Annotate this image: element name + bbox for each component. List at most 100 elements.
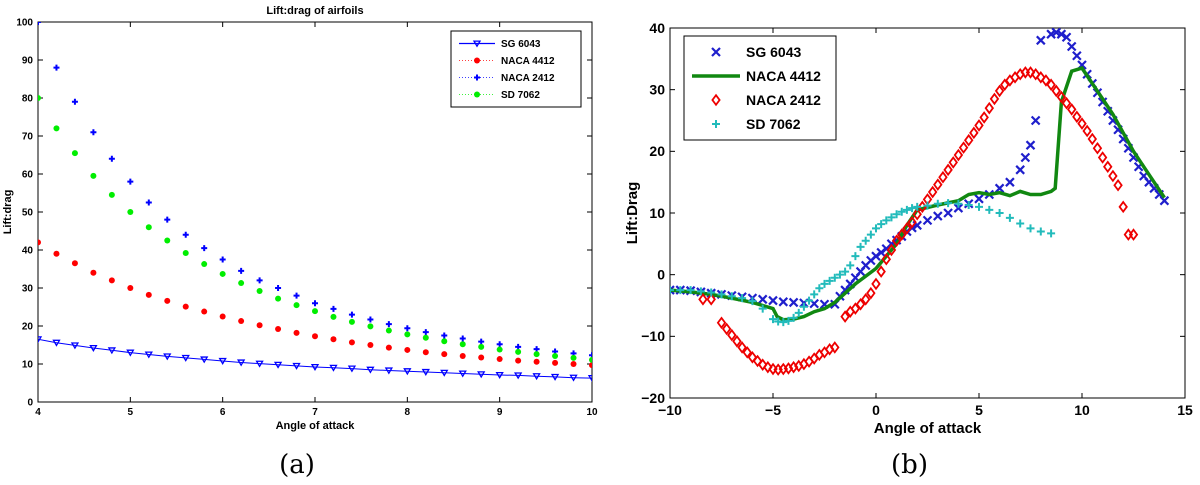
x-tick-label: 10 bbox=[1074, 402, 1090, 418]
series-naca-2412-point bbox=[881, 252, 892, 266]
series-naca-2412-point bbox=[275, 285, 282, 291]
series-sd-7062-point bbox=[815, 284, 824, 293]
series-naca-2412-point bbox=[742, 346, 752, 359]
series-naca-2412 bbox=[698, 66, 1139, 376]
series-sd-7062-point bbox=[748, 297, 757, 306]
series-sd-7062-point bbox=[533, 351, 540, 358]
series-naca-2412-point bbox=[938, 170, 948, 184]
x-tick-label: 15 bbox=[1177, 402, 1193, 418]
series-naca-2412-point bbox=[979, 111, 989, 124]
series-sd-7062-point bbox=[71, 150, 78, 157]
series-naca-2412-point bbox=[1087, 132, 1098, 146]
series-sd-7062-point bbox=[686, 286, 695, 295]
series-naca-2412-point bbox=[732, 334, 742, 348]
series-naca-2412-point bbox=[459, 335, 466, 342]
series-naca-2412-point bbox=[716, 316, 727, 330]
series-sd-7062-point bbox=[1036, 227, 1045, 236]
series-sd-7062-point bbox=[164, 237, 171, 244]
series-naca-2412-point bbox=[422, 329, 429, 336]
series-sd-7062-point bbox=[789, 313, 798, 322]
y-tick-label: 20 bbox=[649, 143, 665, 159]
legend: SG 6043 NACA 4412 NACA 2412 SD 7062 bbox=[683, 35, 837, 141]
series-sg-6043-point bbox=[1036, 35, 1046, 46]
series-naca-2412-point bbox=[855, 297, 866, 311]
series-naca-4412-point bbox=[441, 351, 448, 358]
series-naca-2412-point bbox=[963, 133, 974, 147]
legend-item-sd-7062-label: SD 7062 bbox=[501, 90, 540, 101]
series-sd-7062-point bbox=[975, 202, 983, 211]
series-sg-6043-point bbox=[384, 367, 394, 375]
series-sd-7062-point bbox=[90, 172, 97, 179]
series-sg-6043-point bbox=[1015, 165, 1025, 175]
series-sd-7062-point bbox=[459, 341, 466, 348]
legend-item-naca-2412-label: NACA 2412 bbox=[501, 73, 555, 84]
series-sd-7062-point bbox=[1047, 229, 1056, 238]
series-naca-4412-point bbox=[385, 344, 392, 351]
x-axis-label: Angle of attack bbox=[874, 420, 982, 437]
series-sd-7062-point bbox=[145, 224, 152, 231]
series-sd-7062-point bbox=[367, 323, 374, 330]
series-naca-2412-point bbox=[1103, 160, 1113, 174]
series-sg-6043-point bbox=[366, 366, 375, 374]
series-naca-4412-point bbox=[312, 333, 318, 340]
series-sd-7062-point bbox=[330, 313, 337, 320]
x-tick-label: 4 bbox=[35, 407, 41, 418]
x-tick-label: 9 bbox=[497, 407, 503, 418]
legend-item-naca-2412-marker bbox=[711, 93, 721, 107]
legend-item-sg-6043-label: SG 6043 bbox=[746, 44, 801, 60]
series-naca-2412-point bbox=[1030, 67, 1041, 81]
series-naca-2412-point bbox=[927, 185, 938, 199]
series-sg-6043 bbox=[38, 336, 592, 383]
series-sd-7062-point bbox=[866, 230, 875, 239]
legend-item-naca-2412-marker bbox=[474, 74, 480, 81]
series-sd-7062-point bbox=[293, 302, 300, 309]
series-sd-7062-point bbox=[404, 331, 411, 338]
series-naca-2412-point bbox=[747, 351, 758, 364]
series-sd-7062-point bbox=[201, 261, 208, 268]
series-naca-2412-point bbox=[907, 215, 917, 229]
series-sd-7062-point bbox=[769, 315, 777, 324]
series-naca-2412-point bbox=[238, 267, 245, 274]
series-layer bbox=[670, 28, 1170, 376]
series-naca-4412-point bbox=[478, 354, 485, 361]
y-axis-label: Lift:drag bbox=[2, 190, 14, 235]
series-naca-2412-point bbox=[850, 302, 861, 315]
series-naca-4412-point bbox=[293, 329, 300, 336]
series-sg-6043-point bbox=[477, 371, 486, 379]
series-naca-2412-point bbox=[219, 256, 226, 263]
series-naca-2412-point bbox=[1046, 78, 1056, 92]
series-sd-7062-point bbox=[182, 250, 189, 257]
y-tick-label: 20 bbox=[22, 322, 34, 333]
series-naca-2412-point bbox=[897, 228, 907, 241]
series-sd-7062-point bbox=[496, 346, 503, 353]
series-naca-4412-point bbox=[589, 362, 592, 369]
series-naca-2412-point bbox=[886, 243, 897, 257]
series-naca-2412-point bbox=[256, 277, 263, 284]
series-sg-6043-point bbox=[788, 297, 799, 308]
series-naca-4412-point bbox=[367, 342, 374, 348]
series-sd-7062-point bbox=[53, 125, 60, 132]
series-sd-7062-point bbox=[784, 316, 793, 325]
x-tick-label: 10 bbox=[586, 407, 598, 418]
series-naca-4412-point bbox=[275, 326, 282, 333]
legend: SG 6043 NACA 4412 NACA 2412 SD 7062 bbox=[450, 30, 582, 108]
series-naca-2412-point bbox=[737, 341, 747, 354]
x-tick-label: 6 bbox=[220, 407, 226, 418]
y-tick-label: −20 bbox=[641, 390, 665, 406]
series-naca-2412-point bbox=[312, 300, 318, 307]
x-axis-label: Angle of attack bbox=[276, 420, 356, 432]
series-sg-6043-point bbox=[1061, 32, 1072, 43]
series-sd-7062-point bbox=[794, 308, 803, 317]
series-naca-4412-point bbox=[164, 297, 171, 304]
series-naca-2412-point bbox=[752, 354, 763, 368]
series-sg-6043-point bbox=[953, 203, 964, 213]
series-naca-2412-point bbox=[330, 305, 337, 312]
series-sd-7062-point bbox=[478, 343, 485, 350]
series-sg-6043-point bbox=[550, 373, 560, 381]
series-sg-6043-point bbox=[347, 365, 357, 373]
series-naca-4412 bbox=[38, 239, 592, 369]
series-naca-2412-point bbox=[1061, 96, 1072, 110]
y-tick-label: 60 bbox=[22, 170, 34, 181]
legend-item-sg-6043-marker bbox=[711, 47, 721, 57]
series-sd-7062-point bbox=[219, 270, 226, 277]
